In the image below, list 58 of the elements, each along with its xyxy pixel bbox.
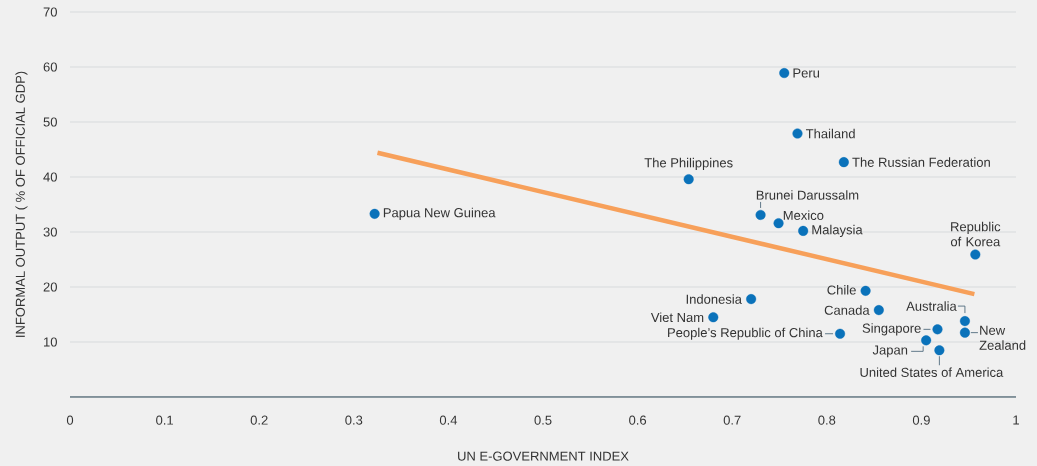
- point: [683, 174, 694, 185]
- x-tick-label: 0.1: [156, 415, 174, 425]
- x-tick-label: 0.2: [250, 415, 268, 425]
- annotation: Japan: [872, 345, 908, 358]
- annotation: Thailand: [805, 128, 855, 139]
- point: [970, 249, 981, 260]
- point: [779, 68, 790, 79]
- point: [959, 316, 970, 327]
- x-tick-label: 0.5: [534, 415, 552, 425]
- x-tick-label: 0.4: [439, 415, 458, 425]
- annotation: Chile: [827, 285, 856, 295]
- annotation: Papua New Guinea: [383, 207, 496, 220]
- x-tick-label: 0.9: [912, 415, 930, 425]
- annotation: People’s Republic of China: [668, 327, 823, 340]
- y-axis-title: INFORMAL OUTPUT ( % OF OFFICIAL GDP): [15, 71, 28, 337]
- point: [934, 345, 945, 356]
- annotation: Singapore: [862, 323, 921, 336]
- annotation: Peru: [793, 68, 820, 78]
- annotation: Republic of Korea: [950, 221, 1001, 247]
- point: [959, 327, 970, 338]
- point: [369, 208, 380, 219]
- point: [838, 157, 849, 168]
- annotation: Brunei Darussalm: [756, 190, 859, 200]
- x-tick-label: 0.8: [818, 415, 836, 425]
- annotation: The Russian Federation: [852, 157, 990, 167]
- annotation: Canada: [824, 305, 870, 315]
- point: [860, 285, 871, 296]
- y-tick-label: 10: [44, 337, 57, 347]
- x-tick-label: 0.3: [345, 415, 363, 425]
- point: [932, 324, 943, 335]
- y-tick-label: 50: [43, 117, 57, 127]
- point: [773, 218, 784, 229]
- x-tick-label: 0.7: [723, 415, 741, 425]
- x-axis-title: UN E-GOVERNMENT INDEX: [458, 451, 629, 461]
- x-tick-label: 0.6: [629, 415, 647, 425]
- point: [708, 312, 719, 323]
- y-tick-label: 20: [43, 282, 57, 292]
- y-tick-label: 40: [43, 172, 57, 182]
- annotation: Indonesia: [686, 294, 742, 304]
- point: [755, 209, 766, 220]
- annotation: Malaysia: [812, 224, 863, 237]
- y-tick-label: 60: [43, 62, 57, 72]
- annotation: Australia: [906, 301, 957, 311]
- annotation: Viet Nam: [650, 312, 704, 323]
- point: [873, 305, 884, 316]
- x-tick-label: 0: [66, 415, 74, 425]
- point: [798, 225, 809, 236]
- annotation: Mexico: [783, 210, 824, 220]
- annotation: New Zealand: [979, 325, 1026, 350]
- point: [792, 128, 803, 139]
- annotation: The Philippines: [644, 157, 733, 170]
- point: [746, 294, 757, 305]
- annotation: United States of America: [860, 367, 1004, 377]
- y-tick-label: 30: [43, 227, 57, 237]
- point: [835, 328, 846, 339]
- x-tick-label: 1: [1013, 415, 1019, 425]
- point: [921, 335, 932, 346]
- y-tick-label: 70: [43, 7, 57, 17]
